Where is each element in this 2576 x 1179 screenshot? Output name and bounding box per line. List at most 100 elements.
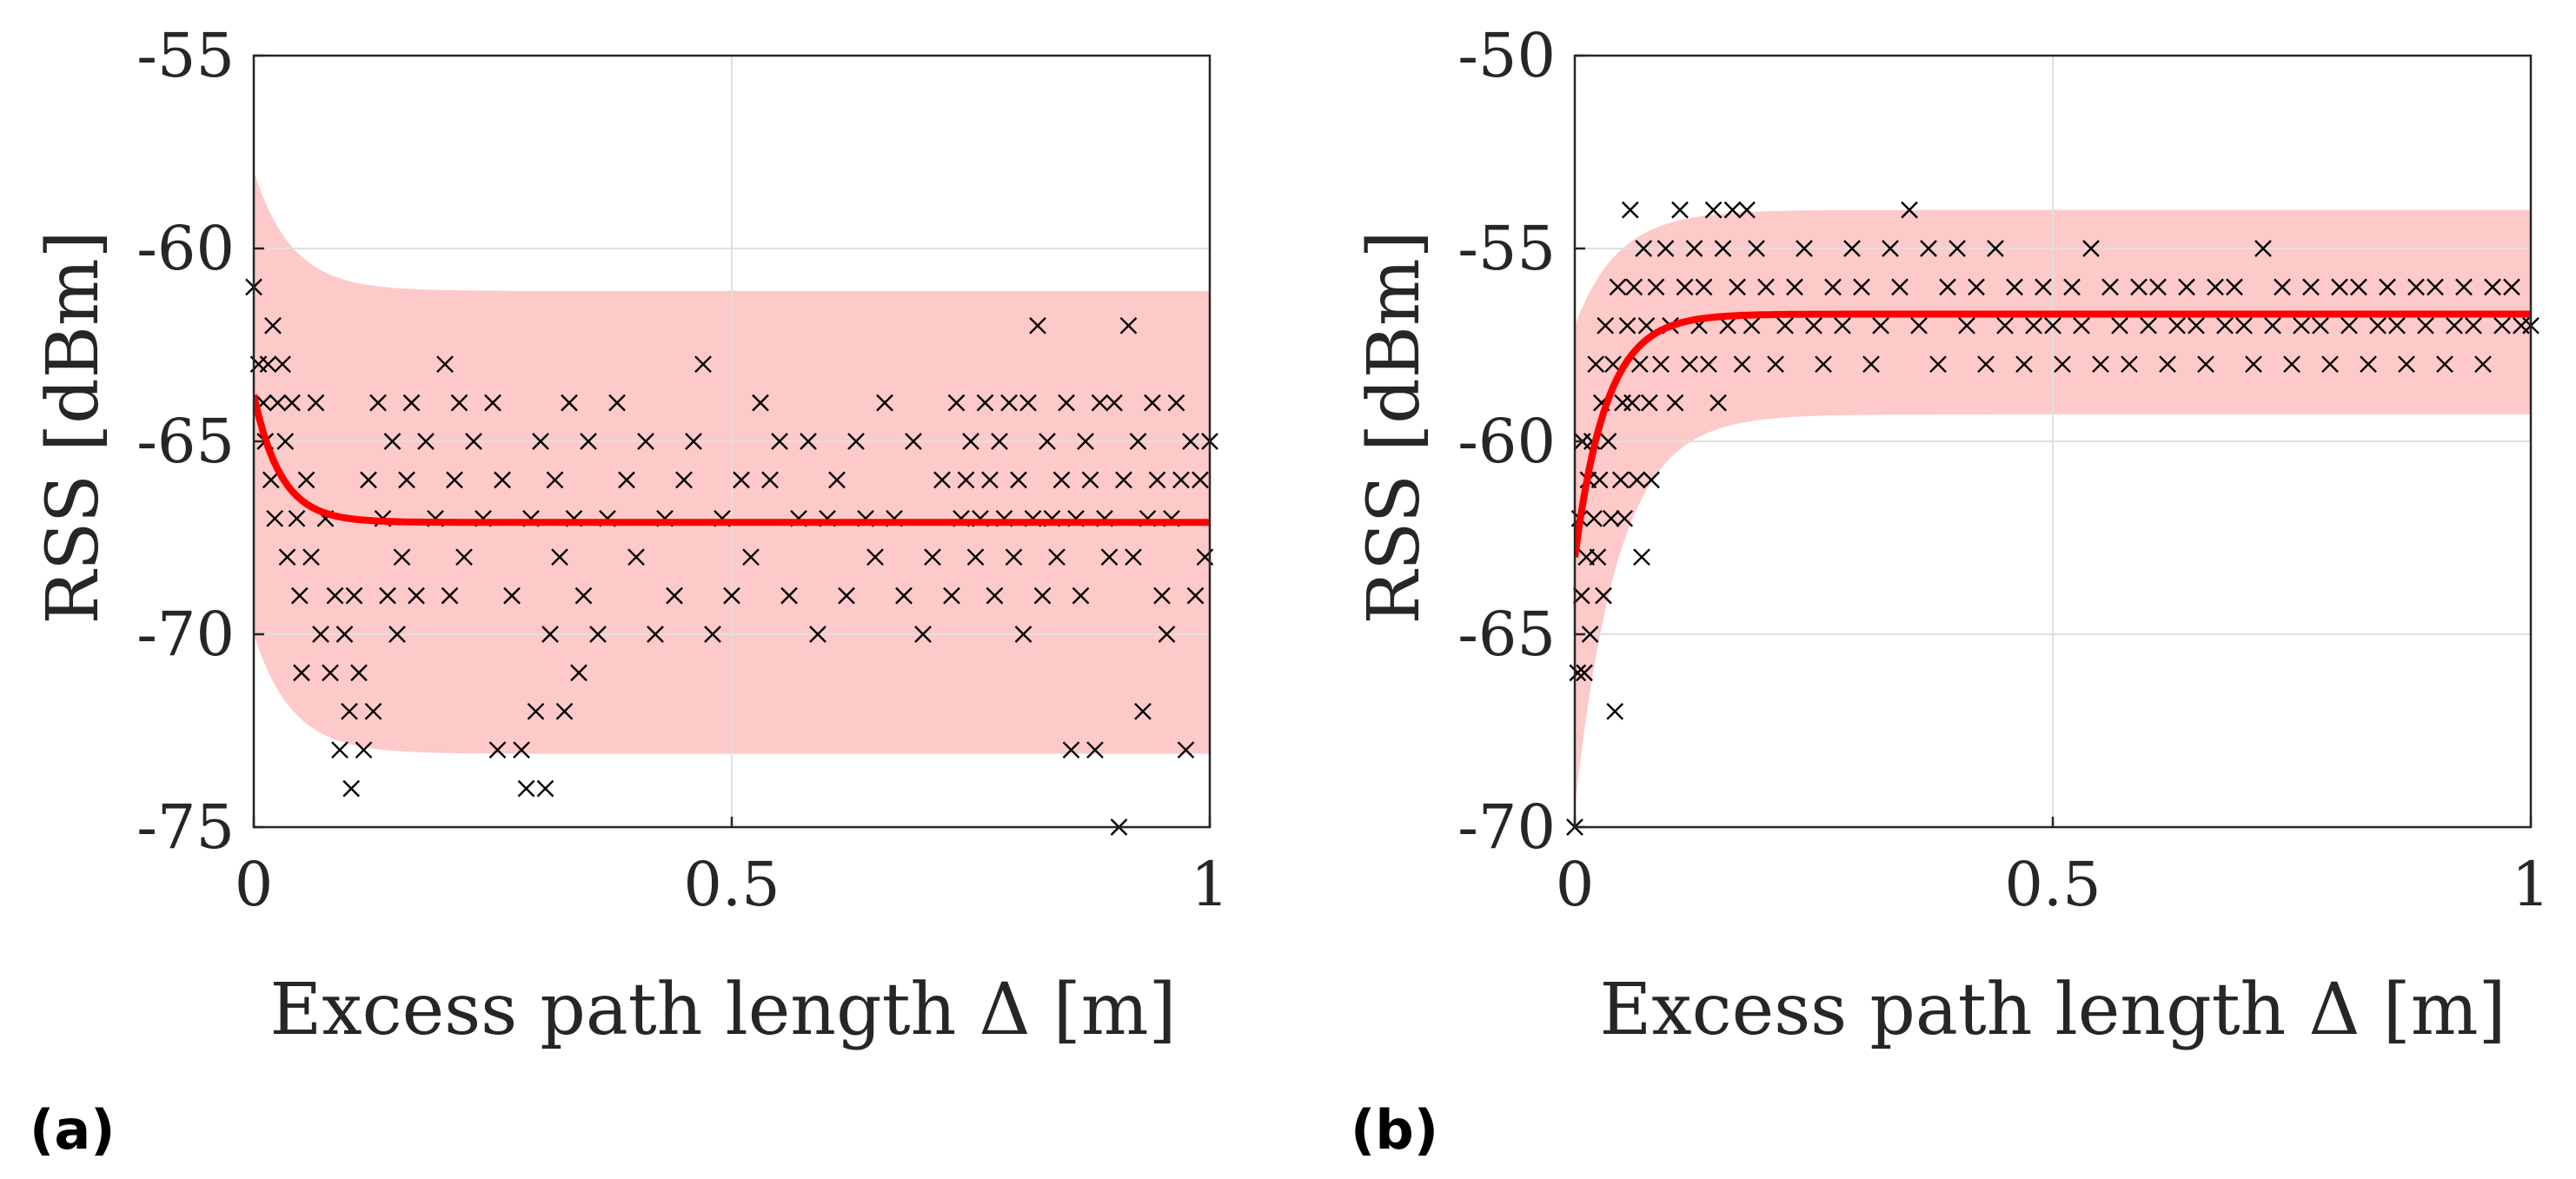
data-point-marker [513, 741, 530, 759]
data-point-marker [1695, 278, 1713, 296]
data-point-marker [2015, 355, 2033, 374]
data-point-marker [2283, 355, 2300, 374]
data-point-marker [517, 779, 535, 798]
data-point-marker [947, 394, 966, 412]
data-point-marker [1643, 471, 1660, 489]
data-point-marker [2369, 316, 2387, 334]
panel-a-xlabel: Excess path length Δ [m] [270, 969, 1177, 1051]
y-tick-label: -65 [136, 406, 235, 477]
data-point-marker [450, 394, 468, 412]
data-point-marker [417, 433, 435, 450]
data-point-marker [1681, 355, 1698, 374]
data-point-marker [580, 433, 597, 450]
data-point-marker [1148, 471, 1166, 489]
data-point-marker [1996, 316, 2014, 334]
data-point-marker [1052, 471, 1071, 489]
data-point-marker [685, 433, 702, 450]
data-point-marker [2207, 278, 2224, 296]
data-point-marker [2350, 278, 2367, 296]
data-point-marker [1134, 702, 1152, 720]
data-point-marker [1585, 509, 1603, 527]
data-point-marker [274, 355, 291, 374]
data-point-marker [393, 548, 411, 566]
data-point-marker [675, 471, 693, 489]
data-point-marker [1872, 316, 1889, 334]
data-point-marker [1891, 278, 1909, 296]
data-point-marker [1676, 278, 1694, 296]
data-point-marker [742, 548, 760, 566]
data-point-marker [484, 394, 501, 412]
data-point-marker [2455, 278, 2473, 296]
data-point-marker [1710, 394, 1727, 412]
data-point-marker [288, 509, 306, 527]
data-point-marker [1738, 201, 1756, 219]
data-point-marker [733, 471, 750, 489]
data-point-marker [647, 626, 664, 643]
data-point-marker [541, 626, 559, 643]
y-tick-label: -55 [136, 20, 235, 91]
data-point-marker [1058, 394, 1075, 412]
data-point-marker [1621, 201, 1639, 219]
data-point-marker [360, 471, 377, 489]
y-tick-label: -75 [136, 792, 235, 863]
data-point-marker [1623, 394, 1641, 412]
data-point-marker [1569, 664, 1587, 682]
data-point-marker [1776, 316, 1794, 334]
data-point-marker [555, 702, 574, 720]
data-point-marker [1072, 586, 1090, 605]
data-point-marker [312, 626, 329, 643]
data-point-marker [335, 626, 354, 643]
data-point-marker [1618, 316, 1637, 334]
data-point-marker [2312, 316, 2329, 334]
data-point-marker [436, 355, 454, 374]
panel-a-ylabel: RSS [dBm] [32, 230, 115, 624]
data-point-marker [943, 586, 960, 605]
data-point-marker [589, 626, 607, 643]
data-point-marker [546, 471, 564, 489]
data-point-marker [355, 741, 373, 759]
data-point-marker [2465, 316, 2482, 334]
x-tick-label: 0.5 [683, 849, 780, 920]
confidence-band [1575, 209, 2531, 808]
data-point-marker [1589, 548, 1607, 566]
data-point-marker [2293, 316, 2310, 334]
data-point-marker [2417, 316, 2434, 334]
data-point-marker [1091, 394, 1109, 412]
data-point-marker [2245, 355, 2262, 374]
data-point-marker [2340, 316, 2358, 334]
data-point-marker [494, 471, 511, 489]
panel-b: (b) Excess path length Δ [m] RSS [dBm] 0… [1351, 20, 2550, 1162]
x-tick-label: 0.5 [2004, 849, 2101, 920]
data-point-marker [2101, 278, 2119, 296]
x-tick-label: 1 [1191, 849, 1230, 920]
data-point-marker [1119, 316, 1138, 334]
data-point-marker [2130, 278, 2148, 296]
data-point-marker [307, 394, 325, 412]
data-point-marker [1599, 433, 1617, 450]
data-point-marker [780, 586, 798, 605]
data-point-marker [1186, 586, 1205, 605]
data-point-marker [905, 433, 922, 450]
data-point-marker [966, 548, 985, 566]
data-point-marker [924, 548, 941, 566]
data-point-marker [1656, 240, 1675, 257]
data-point-marker [1039, 433, 1056, 450]
data-point-marker [1019, 394, 1037, 412]
data-point-marker [388, 626, 406, 643]
data-point-marker [1929, 355, 1947, 374]
data-point-marker [1939, 278, 1956, 296]
data-point-marker [1853, 278, 1870, 296]
data-point-marker [981, 471, 999, 489]
data-point-marker [2188, 316, 2205, 334]
data-point-marker [1077, 433, 1094, 450]
data-point-marker [1606, 702, 1624, 720]
data-point-marker [1834, 316, 1851, 334]
data-point-marker [1048, 548, 1066, 566]
data-point-marker [608, 394, 626, 412]
data-point-marker [1597, 316, 1615, 334]
data-point-marker [1125, 548, 1142, 566]
data-point-marker [1005, 548, 1023, 566]
data-point-marker [1177, 741, 1195, 759]
data-point-marker [369, 394, 387, 412]
data-point-marker [350, 664, 368, 682]
